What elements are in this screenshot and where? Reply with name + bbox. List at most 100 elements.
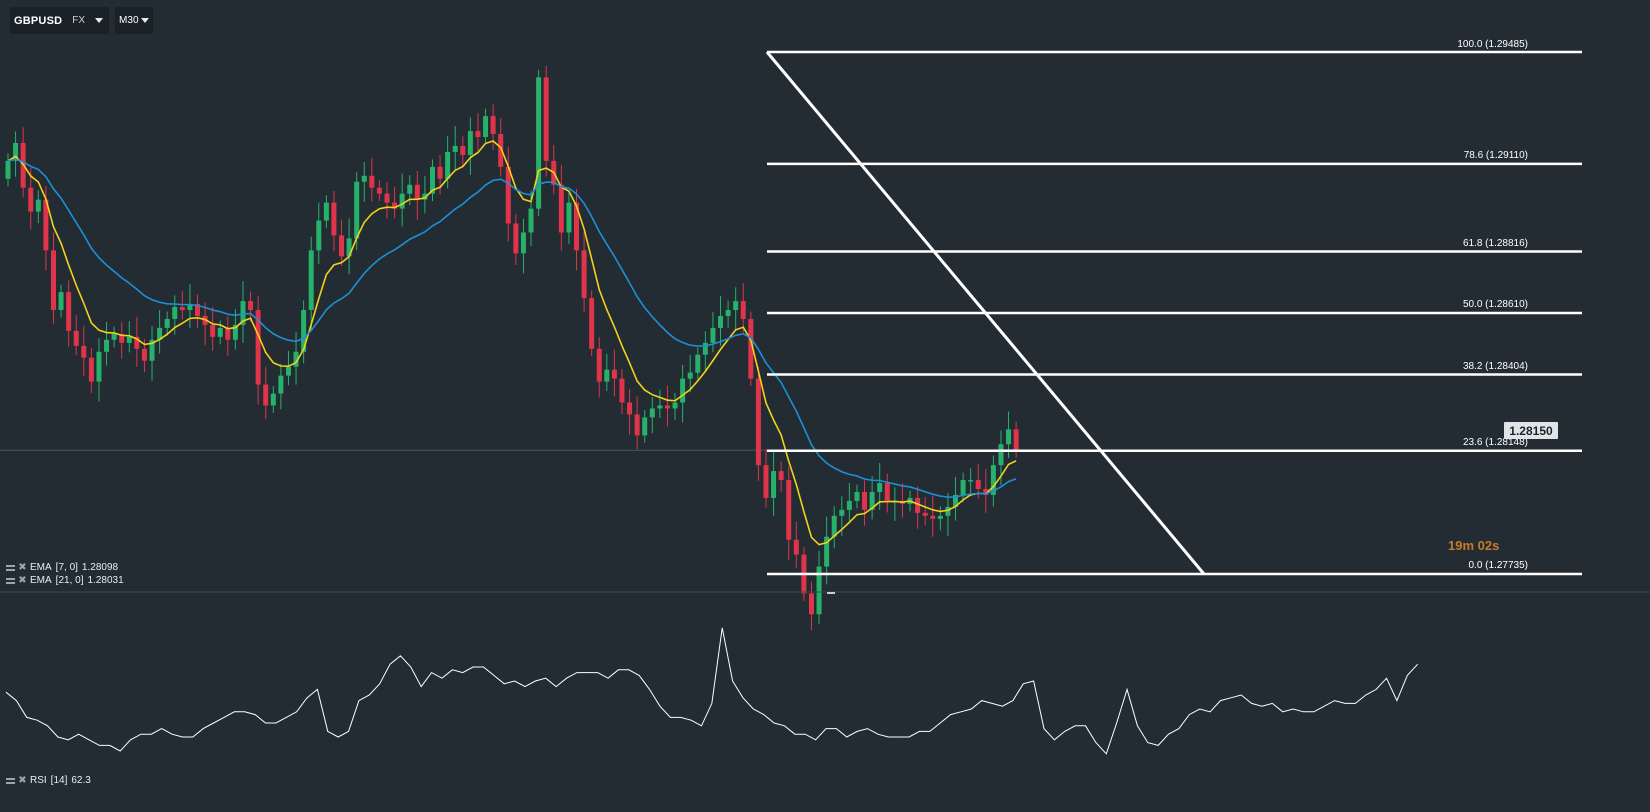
candle-bear (915, 497, 921, 513)
candle-bear (922, 512, 928, 516)
candle-bear (748, 318, 754, 379)
candle-bear (384, 193, 390, 203)
candle-bear (581, 250, 587, 299)
candle-bull (126, 336, 132, 343)
candle-bull (58, 292, 64, 311)
candle-bull (285, 366, 291, 376)
candle-bear (808, 593, 814, 615)
candle-bull (877, 483, 883, 492)
candle-bull (164, 318, 170, 328)
candle-bull (869, 491, 875, 510)
timeframe-selector[interactable]: M30 (115, 7, 153, 34)
candle-bear (81, 345, 87, 358)
fib-label-23-6: 23.6 (1.28148) (1462, 437, 1528, 448)
candle-bull (467, 131, 473, 155)
candle-bull (308, 250, 314, 311)
candle-bear (179, 307, 185, 311)
candle-bull (346, 238, 352, 257)
candle-bear (589, 298, 595, 349)
ema-7-legend: ✖ EMA [7, 0] 1.28098 (6, 562, 118, 573)
candle-bear (263, 384, 269, 406)
candle-bear (862, 491, 868, 510)
candle-bear (210, 324, 216, 337)
candle-bull (710, 327, 716, 343)
candle-bull (172, 307, 178, 319)
rsi-name: RSI (30, 775, 47, 786)
candle-bear (255, 310, 261, 385)
candle-bear (490, 116, 496, 135)
candle-bear (475, 131, 481, 138)
candle-bull (687, 372, 693, 379)
candle-bull (725, 310, 731, 316)
settings-list-icon[interactable] (6, 563, 15, 572)
chevron-down-icon (95, 18, 104, 23)
fib-label-78-6: 78.6 (1.29110) (1463, 150, 1528, 161)
close-icon[interactable]: ✖ (18, 575, 27, 586)
close-icon[interactable]: ✖ (18, 775, 27, 786)
ema-21-line (7, 158, 1017, 498)
candle-bull (528, 208, 534, 233)
candle-bull (301, 310, 307, 352)
candle-bull (35, 199, 41, 212)
candle-bull (816, 566, 822, 615)
close-icon[interactable]: ✖ (18, 562, 27, 573)
ema-7-params: [7, 0] (55, 562, 78, 573)
candle-bear (634, 414, 640, 436)
settings-list-icon[interactable] (6, 576, 15, 585)
candle-bull (642, 417, 648, 436)
candle-bear (50, 250, 56, 311)
ema-21-value: 1.28031 (87, 575, 124, 586)
candle-bull (407, 184, 413, 194)
candle-bear (505, 166, 511, 224)
candle-bear (437, 166, 443, 179)
candle-bear (543, 77, 549, 161)
candle-bear (884, 483, 890, 501)
candle-bear (339, 235, 345, 257)
rsi-legend: ✖ RSI [14] 62.3 (6, 775, 91, 786)
candle-bull (839, 509, 845, 516)
ema-7-name: EMA (30, 562, 52, 573)
candle-bull (452, 145, 458, 152)
candle-bull (990, 465, 996, 495)
ema-7-value: 1.28098 (81, 562, 119, 573)
symbol-selector[interactable]: GBPUSD FX (10, 7, 110, 34)
candle-bull (702, 342, 708, 355)
candle-bear (664, 405, 670, 409)
ema-21-name: EMA (30, 575, 52, 586)
candle-bull (998, 444, 1004, 466)
fibonacci-retracement (767, 50, 1582, 576)
candle-bull (672, 402, 678, 409)
candle-bear (627, 402, 633, 415)
candle-bull (429, 166, 435, 194)
candle-bull (354, 181, 360, 239)
candle-bear (73, 330, 79, 346)
ema-21-params: [21, 0] (55, 575, 84, 586)
candle-bear (793, 539, 799, 555)
candle-bear (331, 202, 337, 236)
candle-bull (361, 175, 367, 182)
candle-bull (278, 375, 284, 394)
rsi-params: [14] (50, 775, 68, 786)
candle-bear (930, 515, 936, 519)
candle-bear (983, 488, 989, 495)
candle-bear (498, 134, 504, 167)
candle-bear (619, 378, 625, 403)
chevron-down-icon (140, 18, 149, 23)
candle-bear (596, 348, 602, 382)
settings-list-icon[interactable] (6, 776, 15, 785)
candle-bull (96, 351, 102, 382)
chart-toolbar: GBPUSD FX M30 (10, 7, 153, 34)
fib-label-50: 50.0 (1.28610) (1462, 299, 1528, 310)
candle-bear (778, 471, 784, 481)
candle-bull (422, 193, 428, 200)
candle-bear (376, 187, 382, 194)
candle-countdown: 19m 02s (1448, 538, 1500, 553)
fib-label-0: 0.0 (1.27735) (1468, 560, 1529, 571)
candle-bear (88, 357, 94, 382)
fib-trend-line (765, 51, 1206, 575)
candle-bull (854, 491, 860, 501)
candle-bull (240, 301, 246, 325)
candle-bull (960, 480, 966, 495)
ema-21-legend: ✖ EMA [21, 0] 1.28031 (6, 575, 124, 586)
